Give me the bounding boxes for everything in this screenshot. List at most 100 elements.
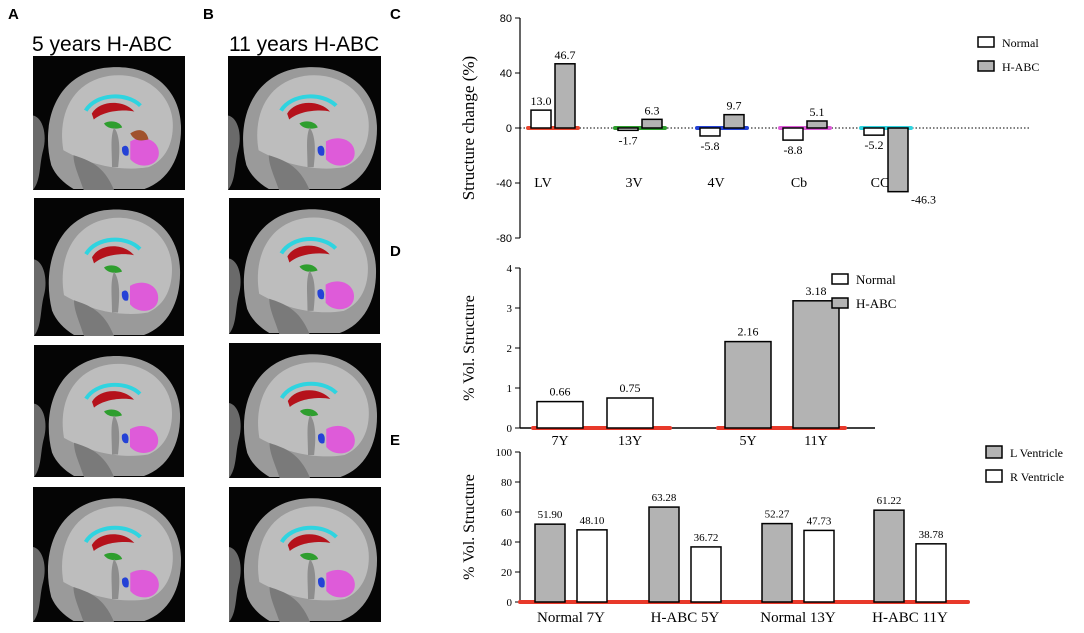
bar-d-11y <box>792 300 840 429</box>
cerebellum-overlay <box>325 281 354 310</box>
third-ventricle-overlay <box>299 408 319 417</box>
face-region <box>228 115 240 190</box>
corpus-callosum-overlay <box>279 94 338 112</box>
legend-swatch-e <box>985 445 1003 459</box>
brainstem <box>111 559 120 599</box>
bar-e-l-ventricle <box>534 523 566 603</box>
legend-swatch-d <box>831 273 849 285</box>
mri-5y-slice-3 <box>34 345 184 477</box>
legend-swatch-c <box>977 60 995 72</box>
y-tick-label-c: -80 <box>496 233 512 245</box>
mri-drawing <box>33 67 182 190</box>
neck-region <box>268 155 310 190</box>
third-ventricle-overlay <box>299 264 318 272</box>
mri-sagittal-image <box>229 354 378 478</box>
fourth-ventricle-overlay <box>317 433 325 444</box>
mri-drawing <box>229 209 377 334</box>
data-label-c: -5.8 <box>701 139 720 153</box>
y-tick-label-e: 0 <box>507 597 513 609</box>
neck-region <box>269 298 310 334</box>
y-axis-label-d: % Vol. Structure <box>461 295 478 401</box>
face-region <box>229 547 241 622</box>
mri-sagittal-image <box>33 498 182 622</box>
lateral-ventricle-overlay <box>92 246 134 264</box>
mri-drawing <box>228 67 377 190</box>
neck-region <box>73 587 115 622</box>
legend-label-d: H-ABC <box>856 296 896 311</box>
legend-label-c: Normal <box>1002 36 1039 50</box>
data-label-d: 0.66 <box>550 385 571 399</box>
legend-swatch-e <box>985 469 1003 483</box>
category-label-e: Normal 13Y <box>760 610 836 626</box>
bar-c-normal <box>863 127 885 136</box>
y-tick-label-d: 0 <box>507 423 513 435</box>
category-label-d: 11Y <box>804 434 828 449</box>
legend-swatch-d <box>831 297 849 309</box>
third-ventricle-overlay <box>104 265 122 273</box>
face-region <box>33 547 45 622</box>
mri-5y-slice-2 <box>34 198 184 336</box>
bar-c-normal <box>617 127 639 132</box>
y-tick-label-c: -40 <box>496 178 512 190</box>
mri-sagittal-image <box>33 67 182 190</box>
cerebellum-overlay <box>130 282 159 311</box>
bar-d-13y <box>606 397 654 429</box>
chart-d: 0 1 2 3 4 % Vol. Structure 0.66 7Y 0.75 13Y 2.16 5Y… <box>461 263 896 449</box>
extra-structure-overlay <box>130 130 149 141</box>
corpus-callosum-overlay <box>84 382 142 400</box>
data-label-c: 9.7 <box>727 99 742 113</box>
mri-drawing <box>229 354 378 478</box>
brainstem <box>307 127 315 168</box>
face-region <box>229 403 241 478</box>
panel-letter-a: A <box>8 6 19 23</box>
category-label-c: 4V <box>707 176 724 191</box>
brainstem <box>307 415 316 455</box>
fourth-ventricle-overlay <box>317 145 325 156</box>
lateral-ventricle-overlay <box>91 102 135 120</box>
category-label-c: CC <box>871 176 890 191</box>
mri-sagittal-image <box>229 498 378 622</box>
data-label-e: 63.28 <box>652 492 677 504</box>
panel-letter-e: E <box>390 432 401 449</box>
mri-11y-slice-2 <box>229 198 380 334</box>
bar-c-habc <box>641 118 663 129</box>
cerebellum-overlay <box>130 425 159 453</box>
bar-d-5y <box>724 340 772 429</box>
y-tick-label-c: 0 <box>506 123 512 135</box>
data-label-e: 52.27 <box>765 509 790 521</box>
data-label-d: 2.16 <box>738 325 759 339</box>
bar-c-habc <box>554 63 576 129</box>
neck-region <box>269 587 311 622</box>
y-tick-label-d: 4 <box>507 263 513 275</box>
corpus-callosum-overlay <box>279 237 338 255</box>
category-label-e: H-ABC 5Y <box>651 610 720 626</box>
cerebellum-overlay <box>325 138 355 166</box>
lateral-ventricle-overlay <box>91 534 135 551</box>
bar-e-l-ventricle <box>761 522 793 603</box>
category-label-e: H-ABC 11Y <box>872 610 948 626</box>
face-region <box>229 258 241 334</box>
third-ventricle-overlay <box>103 121 123 129</box>
neck-region <box>73 155 115 190</box>
panel-letter-d: D <box>390 243 401 260</box>
data-label-c: -1.7 <box>619 133 638 147</box>
y-tick-label-d: 3 <box>507 303 513 315</box>
legend-swatch-c <box>977 36 995 48</box>
bar-c-normal <box>530 109 552 129</box>
face-region <box>33 115 45 190</box>
data-label-d: 0.75 <box>620 381 641 395</box>
data-label-e: 48.10 <box>580 515 605 527</box>
category-label-d: 7Y <box>551 434 568 449</box>
category-label-c: LV <box>534 176 551 191</box>
legend-label-c: H-ABC <box>1002 60 1039 74</box>
category-label-e: Normal 7Y <box>537 610 605 626</box>
lateral-ventricle-overlay <box>287 102 330 120</box>
category-label-c: Cb <box>791 176 807 191</box>
legend-label-e: L Ventricle <box>1010 446 1063 460</box>
panel-b-title: 11 years H-ABC <box>229 33 380 56</box>
face-region <box>34 259 46 336</box>
corpus-callosum-overlay <box>83 94 142 112</box>
y-tick-label-e: 100 <box>496 447 513 459</box>
chart-c: 80 40 0 -40 -80 Structure change (%) LV 13.0 46.… <box>459 13 1039 245</box>
mri-5y-slice-1 <box>33 56 185 190</box>
